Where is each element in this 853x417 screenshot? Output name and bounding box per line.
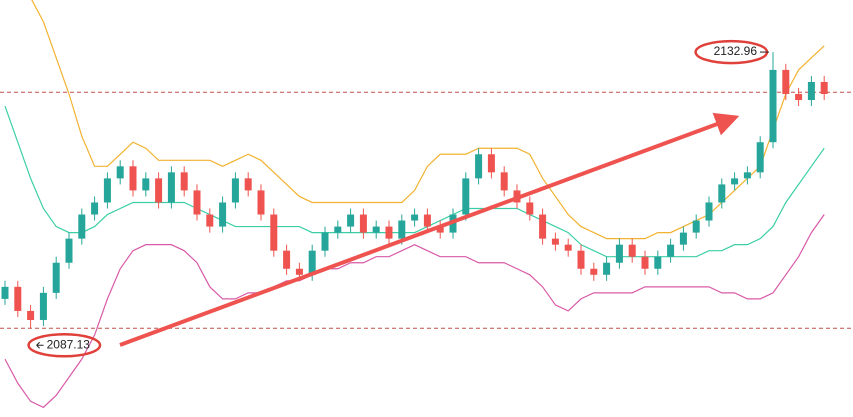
candle-body [167, 172, 175, 203]
candle-body [334, 226, 342, 233]
candle-body [436, 226, 444, 233]
band-line [4, 105, 825, 258]
candle-body [705, 202, 713, 221]
candle-body [769, 69, 777, 143]
band-line [4, 214, 825, 409]
candle-body [641, 256, 649, 269]
candle-body [91, 202, 99, 215]
candle-body [180, 172, 188, 191]
candle-body [27, 310, 35, 320]
annotations: 2132.96 2087.13 [27, 39, 769, 358]
candle-body [628, 244, 636, 257]
candle-body [539, 214, 547, 239]
candle-body [475, 154, 483, 179]
candle-body [795, 94, 803, 101]
candle-body [78, 214, 86, 239]
candle-body [731, 178, 739, 185]
candles [1, 52, 828, 329]
candle-body [756, 142, 764, 173]
candle-body [359, 214, 367, 233]
candle-body [65, 238, 73, 263]
candle-body [743, 172, 751, 179]
candle-body [283, 250, 291, 269]
candle-body [52, 262, 60, 293]
candle-body [193, 190, 201, 215]
candle-body [423, 214, 431, 227]
candle-body [398, 220, 406, 239]
candle-body [308, 250, 316, 275]
candle-body [257, 190, 265, 215]
price-label: 2087.13 [47, 337, 91, 351]
highlight-ring [27, 332, 102, 358]
candle-body [244, 178, 252, 191]
candle-body [372, 226, 380, 233]
candle-body [219, 202, 227, 227]
candle-body [782, 69, 790, 95]
candle-body [295, 268, 303, 275]
candle-body [39, 292, 47, 320]
candle-body [615, 244, 623, 263]
candle-body [654, 256, 662, 269]
candle-body [155, 178, 163, 203]
candle-body [14, 286, 22, 311]
candle-body [231, 178, 239, 203]
candle-body [603, 262, 611, 275]
label-pointer [36, 341, 44, 349]
candle-body [347, 214, 355, 227]
candle-body [142, 178, 150, 191]
candle-body [321, 232, 329, 251]
candle-body [270, 214, 278, 251]
candle-body [103, 178, 111, 203]
candle-body [116, 166, 124, 179]
candle-body [667, 244, 675, 257]
candle-body [718, 184, 726, 203]
candle-body [692, 220, 700, 233]
candle-body [385, 226, 393, 239]
candle-body [462, 178, 470, 215]
candle-body [564, 244, 572, 251]
candle-body [500, 172, 508, 191]
candle-body [551, 238, 559, 245]
candle-body [807, 81, 815, 101]
candle-body [577, 250, 585, 269]
candle-body [129, 166, 137, 191]
candle-body [206, 214, 214, 227]
candle-body [820, 81, 828, 95]
candle-body [1, 286, 9, 299]
candle-body [487, 154, 495, 173]
candle-body [679, 232, 687, 245]
price-label: 2132.96 [714, 44, 758, 58]
candle-body [526, 202, 534, 215]
trend-arrow [119, 112, 740, 347]
band-line [31, 0, 825, 240]
candle-body [411, 214, 419, 221]
candle-body [590, 268, 598, 275]
